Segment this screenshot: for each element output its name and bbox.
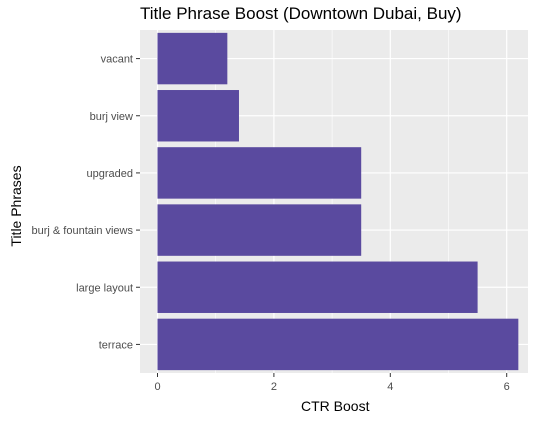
x-tick-label: 2 (271, 381, 277, 393)
x-tick-label: 4 (387, 381, 393, 393)
x-axis-title: CTR Boost (301, 398, 370, 414)
bar-large-layout (157, 261, 478, 313)
bar-burj-view (157, 90, 239, 142)
y-axis-title: Title Phrases (8, 165, 24, 247)
bar-terrace (157, 318, 519, 371)
y-tick-label: terrace (99, 339, 133, 351)
y-tick-label: large layout (76, 282, 133, 294)
x-tick-label: 0 (154, 381, 160, 393)
bar-upgraded (157, 147, 362, 199)
y-tick-label: vacant (101, 54, 133, 66)
y-tick-label: burj view (90, 111, 133, 123)
plot-panel (140, 30, 528, 373)
y-tick-label: upgraded (87, 168, 134, 180)
chart-title: Title Phrase Boost (Downtown Dubai, Buy) (140, 4, 462, 23)
bar-vacant (157, 32, 228, 85)
x-tick-label: 6 (504, 381, 510, 393)
bar-burj-fountain-views (157, 204, 362, 256)
y-tick-label: burj & fountain views (32, 225, 134, 237)
